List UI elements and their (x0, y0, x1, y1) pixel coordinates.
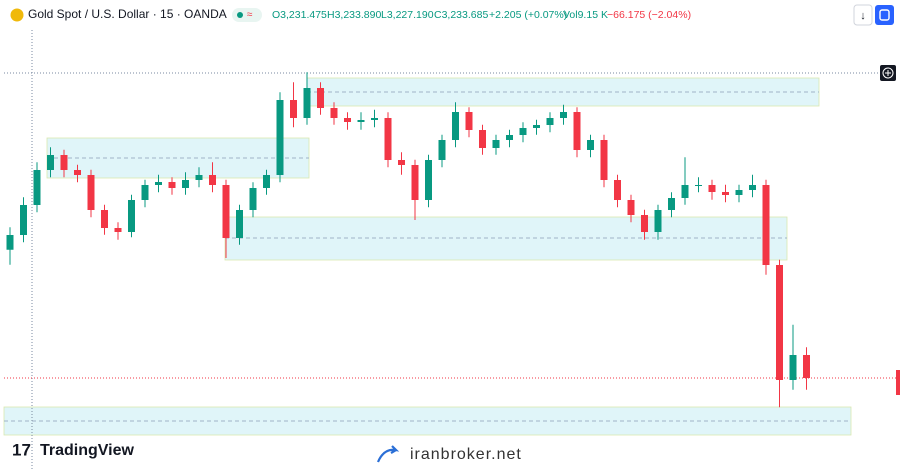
candle-body (249, 188, 257, 210)
symbol-title: Gold Spot / U.S. Dollar · 15 · OANDA (28, 7, 227, 21)
candle-body (533, 125, 540, 128)
candle-body (465, 112, 473, 130)
candle-body (141, 185, 149, 200)
candle-body (303, 88, 311, 118)
candle-body (101, 210, 108, 228)
price-marker (896, 370, 900, 395)
candle-body (20, 205, 27, 235)
open-label: O3,231.475 (272, 9, 327, 21)
screenshot-icon (879, 9, 890, 21)
candle-body (236, 210, 243, 238)
download-icon: ↓ (860, 10, 866, 22)
zones (3, 77, 852, 436)
candle-body (411, 165, 419, 200)
candle-body (263, 175, 270, 188)
candle-body (33, 170, 41, 205)
candle-body (74, 170, 81, 175)
change-label: +2.205 (+0.07%) (489, 9, 567, 21)
candle-body (195, 175, 203, 180)
add-icon (882, 67, 894, 79)
zone (46, 137, 310, 179)
candle-body (398, 160, 405, 165)
candle-body (789, 355, 797, 380)
candle-body (6, 235, 14, 250)
candle-body (708, 185, 716, 192)
candle-body (357, 120, 365, 122)
brand-name: TradingView (40, 442, 135, 459)
candle-body (641, 215, 648, 232)
candle-body (600, 140, 608, 180)
candle-body (87, 175, 95, 210)
candle-body (519, 128, 527, 135)
candle-body (587, 140, 594, 150)
candle-body (506, 135, 513, 140)
candle-body (735, 190, 743, 195)
candle-body (668, 198, 675, 210)
candle-body (452, 112, 459, 140)
candle-body (114, 228, 122, 232)
screenshot-button[interactable] (875, 5, 894, 25)
watermark-icon (376, 445, 400, 463)
candle-body (60, 155, 68, 170)
high-label: H3,233.890 (327, 9, 381, 21)
candle-body (330, 108, 338, 118)
status-icon: ≈ (247, 10, 253, 21)
candle-body (479, 130, 486, 148)
symbol-icon (10, 8, 24, 22)
candle-body (749, 185, 756, 190)
download-button[interactable] (853, 4, 873, 26)
candles (6, 72, 810, 408)
candle-body (47, 155, 54, 170)
candle-body (492, 140, 500, 148)
candle-body (573, 112, 581, 150)
candle-body (722, 192, 729, 195)
watermark-text: iranbroker.net (410, 446, 522, 463)
candle-body (290, 100, 297, 118)
status-dot (237, 12, 243, 18)
status-pill (232, 8, 262, 22)
candle-body (803, 355, 810, 378)
candle-body (438, 140, 446, 160)
candle-body (371, 118, 378, 120)
low-label: L3,227.190 (381, 9, 434, 21)
candle-body (695, 185, 702, 186)
candle-body (155, 182, 162, 185)
candle-body (654, 210, 662, 232)
candle-body (344, 118, 351, 122)
watermark-box (352, 438, 550, 471)
candle-body (546, 118, 554, 125)
candle-body (614, 180, 621, 200)
candle-body (317, 88, 324, 108)
candle-body (209, 175, 216, 185)
candle-body (425, 160, 432, 200)
candle-body (182, 180, 189, 188)
close-label: C3,233.685 (434, 9, 488, 21)
candle-body (762, 185, 770, 265)
candle-body (276, 100, 284, 175)
day-change-label: −66.175 (−2.04%) (607, 9, 691, 21)
candle-body (222, 185, 230, 238)
candle-body (560, 112, 567, 118)
candle-body (168, 182, 176, 188)
volume-label: Vol9.15 K (563, 9, 608, 21)
candle-body (776, 265, 783, 380)
candle-body (384, 118, 392, 160)
candle-body (681, 185, 689, 198)
candle-body (128, 200, 135, 232)
brand-logo: 17 (12, 440, 31, 459)
candle-body (627, 200, 635, 215)
